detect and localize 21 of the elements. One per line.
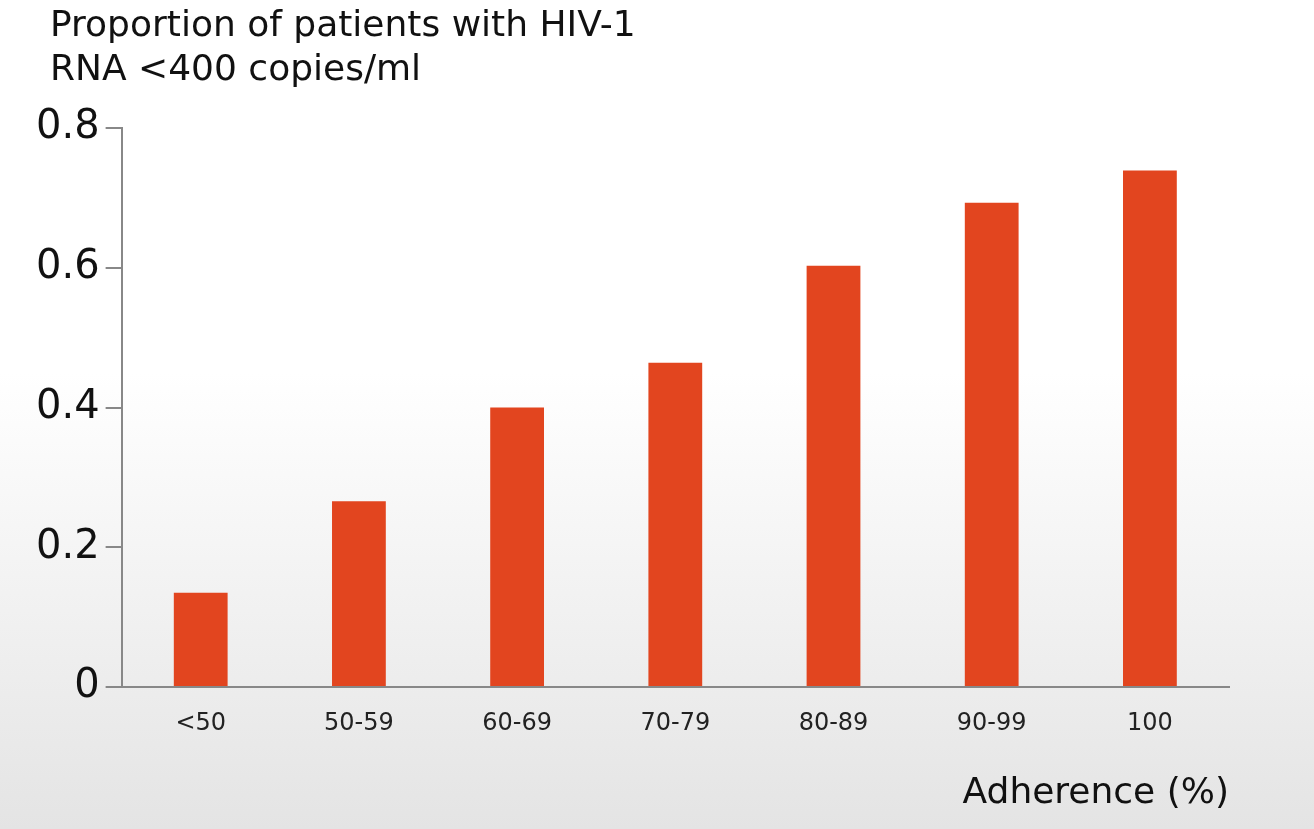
y-tick-label: 0.2 bbox=[35, 520, 100, 567]
x-tick-label: 50-59 bbox=[324, 707, 394, 736]
x-tick-label: 60-69 bbox=[482, 707, 552, 736]
x-tick-label: <50 bbox=[175, 707, 227, 736]
bar bbox=[964, 202, 1019, 686]
x-axis-title: Adherence (%) bbox=[962, 769, 1229, 811]
x-tick-label: 80-89 bbox=[798, 707, 869, 736]
y-tick-label: 0.8 bbox=[35, 101, 100, 148]
chart-title: Proportion of patients with HIV-1 RNA <400 copies/ml bbox=[50, 2, 637, 90]
bar bbox=[332, 501, 386, 686]
x-tick-label: 100 bbox=[1126, 707, 1173, 736]
y-tick-label: 0.4 bbox=[35, 380, 100, 427]
x-tick-label: 70-79 bbox=[640, 707, 711, 736]
bar bbox=[173, 592, 228, 686]
bar bbox=[1123, 170, 1177, 686]
y-tick-label: 0 bbox=[74, 660, 100, 707]
bar bbox=[648, 362, 703, 686]
y-tick-label: 0.6 bbox=[35, 241, 100, 288]
x-tick-label: 90-99 bbox=[956, 707, 1027, 736]
bar bbox=[806, 265, 861, 686]
bar bbox=[490, 407, 544, 686]
